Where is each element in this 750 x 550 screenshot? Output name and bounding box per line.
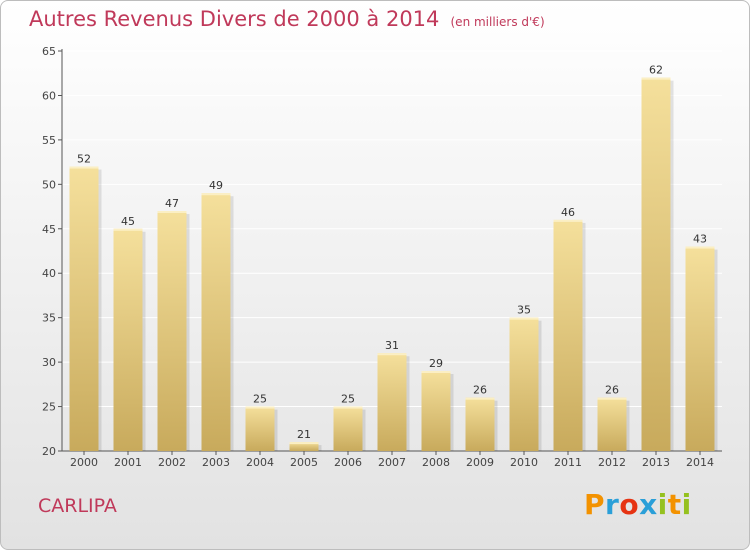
data-label: 25	[341, 393, 355, 406]
x-tick-label: 2005	[290, 456, 318, 469]
y-tick-label: 45	[42, 223, 56, 236]
bars	[69, 77, 718, 452]
bar	[245, 406, 275, 451]
bar	[597, 397, 627, 451]
x-tick-label: 2003	[202, 456, 230, 469]
bar	[421, 371, 451, 451]
bar-highlight	[641, 77, 671, 80]
logo-letter: o	[619, 488, 640, 521]
data-label: 21	[297, 428, 311, 441]
data-label: 52	[77, 153, 91, 166]
labels: 20 25 30 35 40 45 50 55 60 65 2000 52 2001 45 2002 47 20…	[42, 45, 714, 469]
data-label: 43	[693, 233, 707, 246]
bar-highlight	[553, 219, 583, 222]
data-label: 47	[165, 197, 179, 210]
bar-highlight	[465, 397, 495, 400]
bar-highlight	[289, 442, 319, 445]
chart-title: Autres Revenus Divers de 2000 à 2014	[29, 7, 440, 31]
x-tick-label: 2001	[114, 456, 142, 469]
x-tick-label: 2013	[642, 456, 670, 469]
y-tick-label: 25	[42, 401, 56, 414]
y-tick-label: 50	[42, 178, 56, 191]
bar-highlight	[201, 193, 231, 196]
data-label: 29	[429, 357, 443, 370]
data-label: 46	[561, 206, 575, 219]
y-tick-label: 65	[42, 45, 56, 58]
x-tick-label: 2008	[422, 456, 450, 469]
bar-highlight	[113, 228, 143, 231]
bar-highlight	[421, 371, 451, 373]
x-tick-label: 2004	[246, 456, 274, 469]
bar-highlight	[245, 406, 275, 409]
y-tick-label: 20	[42, 445, 56, 458]
bar	[113, 228, 143, 451]
x-tick-label: 2014	[686, 456, 714, 469]
bar	[201, 193, 231, 451]
chart-header: Autres Revenus Divers de 2000 à 2014 (en…	[29, 7, 545, 31]
bar-highlight	[685, 246, 715, 249]
x-tick-label: 2006	[334, 456, 362, 469]
data-label: 26	[605, 384, 619, 397]
data-label: 35	[517, 304, 531, 317]
bar	[641, 77, 671, 452]
y-tick-label: 35	[42, 312, 56, 325]
x-tick-label: 2000	[70, 456, 98, 469]
y-tick-label: 30	[42, 356, 56, 369]
data-label: 62	[649, 64, 663, 77]
data-label: 31	[385, 339, 399, 352]
data-label: 45	[121, 215, 135, 228]
x-tick-label: 2009	[466, 456, 494, 469]
logo-letter: t	[667, 488, 682, 521]
bar-highlight	[157, 211, 187, 213]
logo-letter: P	[584, 488, 606, 521]
bar	[333, 406, 363, 451]
bar	[377, 353, 407, 451]
x-tick-label: 2007	[378, 456, 406, 469]
x-tick-label: 2010	[510, 456, 538, 469]
bar-highlight	[377, 353, 407, 356]
data-label: 49	[209, 179, 223, 192]
logo-letter: r	[605, 488, 620, 521]
bar-highlight	[333, 406, 363, 409]
bar	[465, 397, 495, 451]
logo-letter: i	[681, 488, 692, 521]
logo-letter: i	[657, 488, 668, 521]
bar	[509, 317, 539, 451]
logo-letter: x	[639, 488, 658, 521]
bar	[685, 246, 715, 451]
chart-subtitle: (en milliers d'€)	[450, 15, 545, 29]
data-label: 25	[253, 393, 267, 406]
y-tick-label: 60	[42, 89, 56, 102]
proxiti-logo[interactable]: Proxiti	[584, 488, 692, 521]
bar	[553, 219, 583, 451]
x-tick-label: 2002	[158, 456, 186, 469]
bar-highlight	[509, 317, 539, 320]
bar-highlight	[69, 166, 99, 169]
commune-name: CARLIPA	[38, 495, 117, 517]
bar-highlight	[597, 397, 627, 400]
x-tick-label: 2012	[598, 456, 626, 469]
bar	[289, 442, 319, 451]
data-label: 26	[473, 384, 487, 397]
x-tick-label: 2011	[554, 456, 582, 469]
bar	[157, 211, 187, 451]
y-tick-label: 55	[42, 134, 56, 147]
y-tick-label: 40	[42, 267, 56, 280]
bar	[69, 166, 99, 452]
